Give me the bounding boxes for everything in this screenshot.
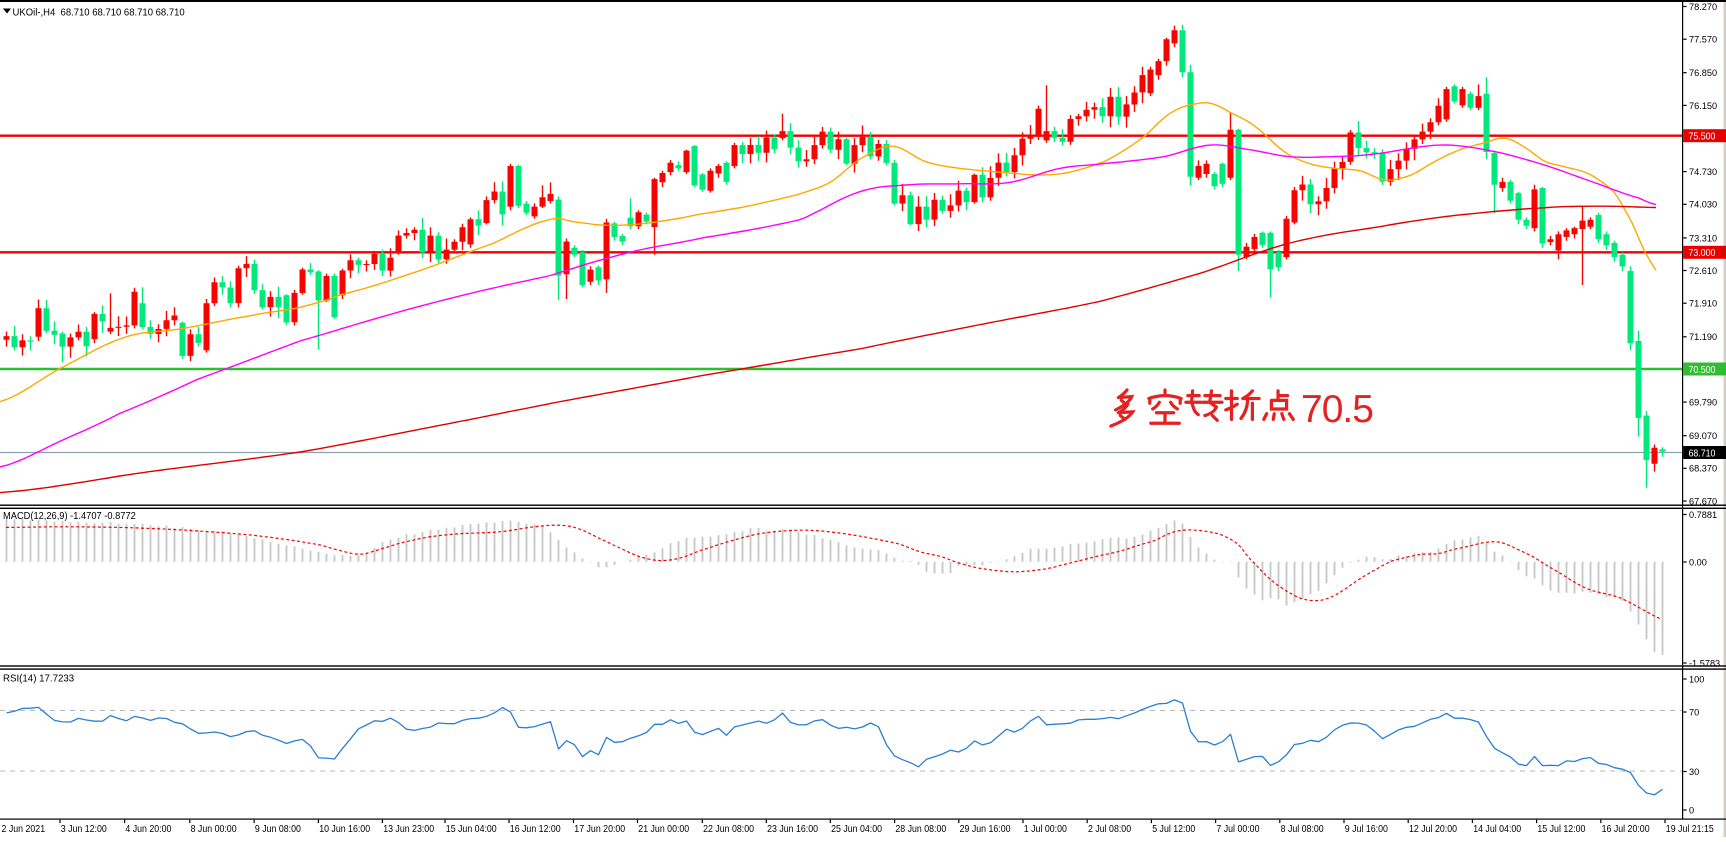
svg-text:74.730: 74.730 bbox=[1689, 167, 1717, 177]
svg-text:76.150: 76.150 bbox=[1689, 101, 1717, 111]
svg-text:0.7881: 0.7881 bbox=[1689, 510, 1717, 520]
svg-text:70.500: 70.500 bbox=[1689, 365, 1716, 376]
svg-text:3 Jun 12:00: 3 Jun 12:00 bbox=[61, 824, 107, 835]
svg-text:73.310: 73.310 bbox=[1689, 233, 1717, 243]
svg-text:17 Jun 20:00: 17 Jun 20:00 bbox=[574, 824, 625, 835]
svg-text:71.910: 71.910 bbox=[1689, 299, 1717, 309]
svg-text:72.610: 72.610 bbox=[1689, 266, 1717, 276]
svg-text:8 Jun 00:00: 8 Jun 00:00 bbox=[191, 824, 237, 835]
svg-text:14 Jul 04:00: 14 Jul 04:00 bbox=[1473, 824, 1521, 835]
svg-text:8 Jul 08:00: 8 Jul 08:00 bbox=[1281, 824, 1324, 835]
svg-text:9 Jul 16:00: 9 Jul 16:00 bbox=[1345, 824, 1388, 835]
svg-text:2 Jun 2021: 2 Jun 2021 bbox=[2, 824, 46, 835]
svg-text:7 Jul 00:00: 7 Jul 00:00 bbox=[1216, 824, 1259, 835]
svg-text:16 Jun 12:00: 16 Jun 12:00 bbox=[510, 824, 561, 835]
svg-text:UKOil-,H4 68.710 68.710 68.71: UKOil-,H4 68.710 68.710 68.710 68.710 bbox=[13, 8, 186, 19]
svg-text:15 Jun 04:00: 15 Jun 04:00 bbox=[446, 824, 497, 835]
svg-text:25 Jun 04:00: 25 Jun 04:00 bbox=[831, 824, 882, 835]
svg-text:19 Jul 21:15: 19 Jul 21:15 bbox=[1666, 824, 1714, 835]
svg-text:1 Jul 00:00: 1 Jul 00:00 bbox=[1024, 824, 1067, 835]
svg-text:28 Jun 08:00: 28 Jun 08:00 bbox=[895, 824, 946, 835]
svg-text:RSI(14) 17.7233: RSI(14) 17.7233 bbox=[3, 674, 75, 685]
svg-text:5 Jul 12:00: 5 Jul 12:00 bbox=[1152, 824, 1195, 835]
svg-text:-1.5783: -1.5783 bbox=[1689, 658, 1720, 668]
svg-text:67.670: 67.670 bbox=[1689, 496, 1717, 506]
svg-text:21 Jun 00:00: 21 Jun 00:00 bbox=[638, 824, 689, 835]
svg-text:2 Jul 08:00: 2 Jul 08:00 bbox=[1088, 824, 1131, 835]
svg-text:0: 0 bbox=[1689, 805, 1694, 815]
svg-text:74.030: 74.030 bbox=[1689, 200, 1717, 210]
svg-text:100: 100 bbox=[1689, 674, 1704, 684]
svg-text:68.370: 68.370 bbox=[1689, 464, 1717, 474]
svg-text:13 Jun 23:00: 13 Jun 23:00 bbox=[383, 824, 434, 835]
svg-text:29 Jun 16:00: 29 Jun 16:00 bbox=[960, 824, 1011, 835]
svg-text:23 Jun 16:00: 23 Jun 16:00 bbox=[767, 824, 818, 835]
svg-text:9 Jun 08:00: 9 Jun 08:00 bbox=[255, 824, 301, 835]
svg-text:12 Jul 20:00: 12 Jul 20:00 bbox=[1409, 824, 1457, 835]
svg-text:70: 70 bbox=[1689, 707, 1699, 717]
svg-text:MACD(12,26,9) -1.4707 -0.8772: MACD(12,26,9) -1.4707 -0.8772 bbox=[3, 511, 136, 522]
svg-text:68.710: 68.710 bbox=[1689, 448, 1716, 459]
svg-text:10 Jun 16:00: 10 Jun 16:00 bbox=[319, 824, 370, 835]
svg-text:69.070: 69.070 bbox=[1689, 431, 1717, 441]
svg-text:4 Jun 20:00: 4 Jun 20:00 bbox=[125, 824, 171, 835]
svg-text:73.000: 73.000 bbox=[1689, 248, 1716, 259]
svg-text:77.570: 77.570 bbox=[1689, 35, 1717, 45]
svg-text:75.500: 75.500 bbox=[1689, 132, 1716, 143]
svg-text:22 Jun 08:00: 22 Jun 08:00 bbox=[703, 824, 754, 835]
svg-text:30: 30 bbox=[1689, 767, 1699, 777]
svg-text:15 Jul 12:00: 15 Jul 12:00 bbox=[1537, 824, 1585, 835]
svg-text:16 Jul 20:00: 16 Jul 20:00 bbox=[1602, 824, 1650, 835]
svg-text:71.190: 71.190 bbox=[1689, 332, 1717, 342]
svg-text:78.270: 78.270 bbox=[1689, 2, 1717, 12]
svg-text:69.790: 69.790 bbox=[1689, 398, 1717, 408]
svg-text:76.850: 76.850 bbox=[1689, 68, 1717, 78]
svg-text:0.00: 0.00 bbox=[1689, 557, 1707, 567]
svg-text:70.5: 70.5 bbox=[1301, 388, 1373, 431]
